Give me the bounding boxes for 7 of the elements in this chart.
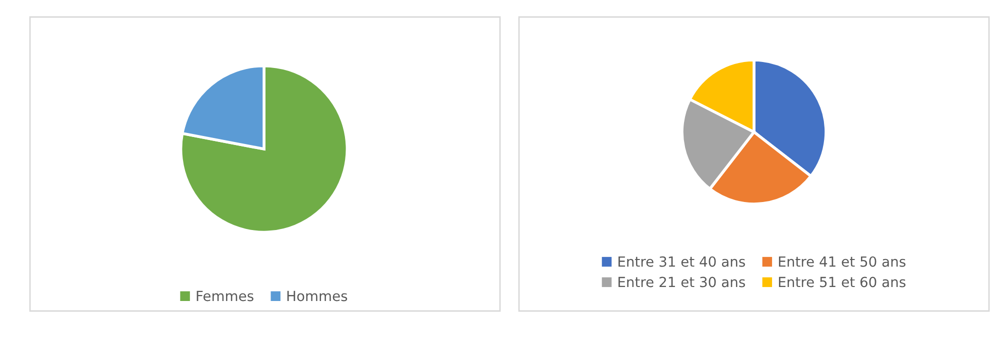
legend-label: Entre 31 et 40 ans — [618, 256, 745, 267]
legend-label: Femmes — [196, 290, 254, 302]
legend-label: Entre 41 et 50 ans — [778, 256, 906, 267]
legend-label: Entre 51 et 60 ans — [778, 276, 906, 288]
pie-slice — [179, 64, 349, 234]
legend-label: Entre 21 et 30 ans — [618, 276, 745, 288]
legend-label: Hommes — [287, 290, 348, 302]
